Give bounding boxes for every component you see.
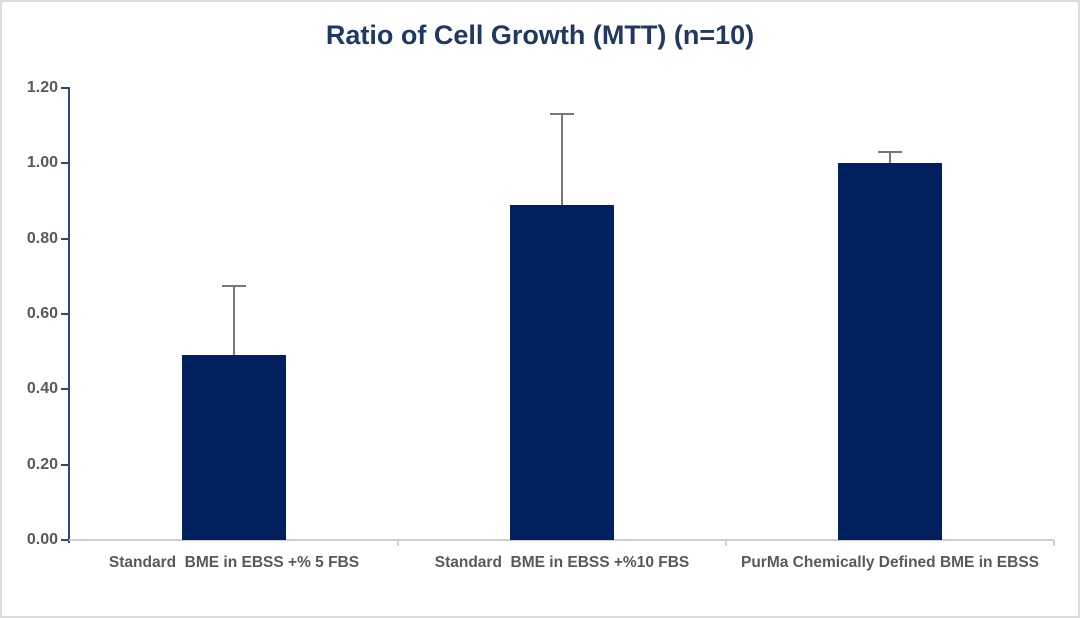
y-axis-tick (61, 463, 68, 466)
y-axis-tick (61, 237, 68, 240)
error-bar-line (233, 286, 235, 355)
x-axis-tick (725, 540, 727, 546)
y-axis-tick (61, 539, 68, 541)
error-bar-cap (878, 151, 902, 153)
error-bar-cap (550, 113, 574, 115)
chart-title: Ratio of Cell Growth (MTT) (n=10) (325, 20, 755, 50)
error-bar-cap (222, 285, 246, 287)
y-tick-label: 1.00 (26, 154, 58, 172)
y-axis-tick (61, 313, 68, 315)
y-tick-label: 0.80 (26, 229, 58, 247)
x-axis-tick (397, 540, 399, 546)
y-axis-tick (61, 388, 68, 391)
error-bar-line (889, 152, 891, 163)
y-axis-tick (61, 87, 68, 89)
y-tick-label: 0.60 (26, 305, 58, 322)
y-axis-tick (61, 162, 68, 165)
category-label: Standard BME in EBSS +%10 FBS (434, 554, 690, 571)
category-label: PurMa Chemically Defined BME in EBSS (740, 554, 1039, 571)
y-tick-label: 0.40 (26, 380, 58, 398)
x-axis-tick (1053, 540, 1055, 546)
error-bar-line (561, 114, 563, 205)
bar (182, 355, 286, 540)
x-axis-baseline (69, 539, 1054, 541)
bar (510, 205, 614, 540)
y-tick-label: 1.20 (26, 79, 58, 96)
category-label: Standard BME in EBSS +% 5 FBS (108, 554, 360, 571)
y-axis-line (68, 87, 70, 543)
y-tick-label: 0.20 (26, 455, 58, 473)
bar (838, 163, 942, 540)
y-tick-label: 0.00 (26, 531, 58, 548)
